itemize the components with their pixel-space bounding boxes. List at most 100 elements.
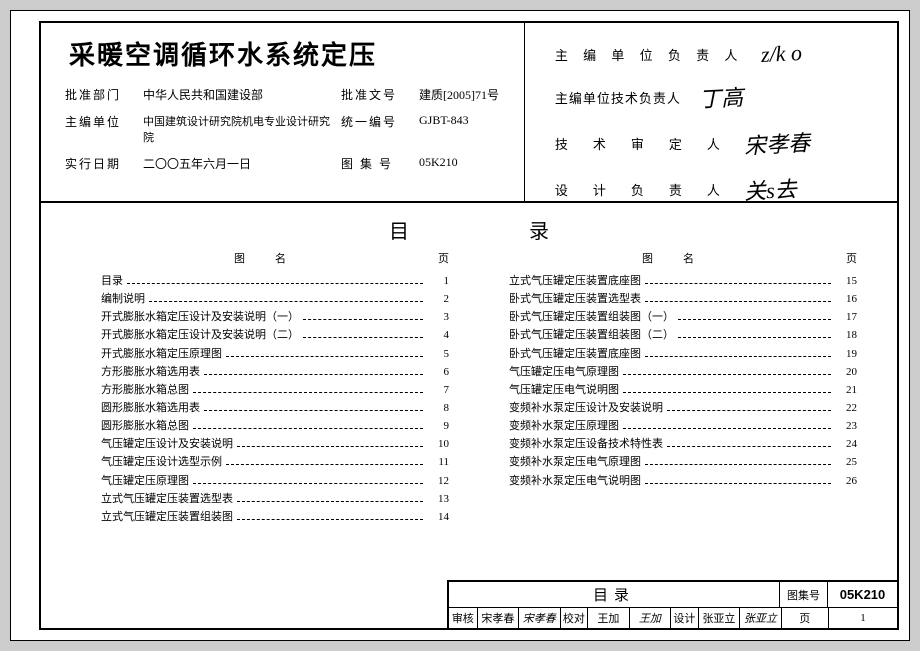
toc-leader-dots — [127, 283, 423, 284]
meta-label: 批准文号 — [341, 86, 411, 103]
meta-label: 实行日期 — [65, 155, 135, 172]
toc-column-right: 图名 页 立式气压罐定压装置底座图15卧式气压罐定压装置选型表16卧式气压罐定压… — [509, 250, 857, 526]
toc-row: 变频补水泵定压设备技术特性表24 — [509, 435, 857, 453]
toc-row: 变频补水泵定压设计及安装说明 22 — [509, 399, 857, 417]
toc-entry-name: 编制说明 — [101, 290, 145, 308]
toc-entry-page: 13 — [427, 490, 449, 508]
meta-label: 批准部门 — [65, 86, 135, 103]
set-number-value: 05K210 — [827, 582, 897, 607]
toc-leader-dots — [193, 483, 423, 484]
checker-sign: 王加 — [629, 608, 670, 628]
toc-row: 立式气压罐定压装置底座图15 — [509, 272, 857, 290]
toc-entry-name: 气压罐定压电气说明图 — [509, 381, 619, 399]
toc-leader-dots — [303, 337, 423, 338]
toc-entry-name: 方形膨胀水箱选用表 — [101, 363, 200, 381]
toc-row: 变频补水泵定压电气说明图26 — [509, 472, 857, 490]
toc-leader-dots — [623, 374, 831, 375]
toc-heading: 目录 — [41, 215, 897, 244]
meta-value: GJBT-843 — [419, 113, 500, 145]
toc-row: 变频补水泵定压原理图23 — [509, 417, 857, 435]
toc-entry-page: 17 — [835, 308, 857, 326]
toc-row: 卧式气压罐定压装置底座图19 — [509, 345, 857, 363]
designer-label: 设计 — [670, 608, 698, 628]
signature-label: 技 术 审 定 人 — [555, 134, 726, 153]
toc-leader-dots — [193, 428, 423, 429]
toc-leader-dots — [645, 464, 831, 465]
toc-row: 卧式气压罐定压装置组装图（二） 18 — [509, 326, 857, 344]
toc-leader-dots — [204, 374, 423, 375]
col-head-page: 页 — [419, 250, 449, 266]
toc-entry-name: 开式膨胀水箱定压原理图 — [101, 345, 222, 363]
toc-leader-dots — [226, 356, 423, 357]
drawing-sheet: 采暖空调循环水系统定压 批准部门 中华人民共和国建设部 批准文号 建质[2005… — [10, 10, 910, 641]
toc-entry-name: 目录 — [101, 272, 123, 290]
title-block-row2: 审核 宋孝春 宋孝春 校对 王加 王加 设计 张亚立 张亚立 页 1 — [449, 608, 897, 628]
signature-label: 主编单位技术负责人 — [555, 88, 681, 107]
toc-entry-page: 21 — [835, 381, 857, 399]
toc-row: 圆形膨胀水箱选用表8 — [101, 399, 449, 417]
toc-entry-page: 14 — [427, 508, 449, 526]
toc-leader-dots — [645, 301, 831, 302]
signature-row: 主 编 单 位 负 责 人 z/k o — [555, 41, 877, 67]
toc-entry-name: 变频补水泵定压设备技术特性表 — [509, 435, 663, 453]
toc-row: 编制说明2 — [101, 290, 449, 308]
toc-leader-dots — [623, 428, 831, 429]
toc-leader-dots — [623, 392, 831, 393]
toc-entry-page: 3 — [427, 308, 449, 326]
toc-entry-name: 卧式气压罐定压装置组装图（二） — [509, 326, 674, 344]
toc-row: 方形膨胀水箱总图 7 — [101, 381, 449, 399]
checker-name: 王加 — [587, 608, 628, 628]
toc-entry-name: 卧式气压罐定压装置底座图 — [509, 345, 641, 363]
reviewer-label: 审核 — [449, 608, 477, 628]
toc-entry-page: 7 — [427, 381, 449, 399]
col-head-name: 图名 — [509, 250, 827, 266]
meta-label: 统一编号 — [341, 113, 411, 145]
designer-sign: 张亚立 — [739, 608, 780, 628]
designer-name: 张亚立 — [698, 608, 739, 628]
signature-value: 关s去 — [743, 172, 797, 207]
toc-row: 方形膨胀水箱选用表 6 — [101, 363, 449, 381]
toc-row: 立式气压罐定压装置选型表13 — [101, 490, 449, 508]
toc-leader-dots — [645, 483, 831, 484]
reviewer-sign: 宋孝春 — [518, 608, 559, 628]
toc-leader-dots — [645, 283, 831, 284]
toc-entry-page: 18 — [835, 326, 857, 344]
toc-row: 气压罐定压电气说明图 21 — [509, 381, 857, 399]
toc-entry-name: 气压罐定压设计及安装说明 — [101, 435, 233, 453]
toc-entry-page: 22 — [835, 399, 857, 417]
toc-entry-page: 16 — [835, 290, 857, 308]
footer-title: 目录 — [449, 582, 779, 607]
inner-frame: 采暖空调循环水系统定压 批准部门 中华人民共和国建设部 批准文号 建质[2005… — [39, 21, 899, 630]
toc-leader-dots — [204, 410, 423, 411]
toc-entry-page: 1 — [427, 272, 449, 290]
meta-value: 中华人民共和国建设部 — [143, 86, 333, 103]
col-head-name: 图名 — [101, 250, 419, 266]
header-block: 采暖空调循环水系统定压 批准部门 中华人民共和国建设部 批准文号 建质[2005… — [41, 23, 897, 203]
toc-entry-page: 23 — [835, 417, 857, 435]
page-value: 1 — [828, 608, 897, 628]
toc-entry-name: 立式气压罐定压装置底座图 — [509, 272, 641, 290]
toc-row: 开式膨胀水箱定压原理图 5 — [101, 345, 449, 363]
toc-entry-name: 方形膨胀水箱总图 — [101, 381, 189, 399]
toc-leader-dots — [678, 337, 831, 338]
toc-leader-dots — [193, 392, 423, 393]
title-block-row1: 目录 图集号 05K210 — [449, 582, 897, 608]
toc-entry-page: 6 — [427, 363, 449, 381]
toc-row: 变频补水泵定压电气原理图25 — [509, 453, 857, 471]
toc-leader-dots — [303, 319, 423, 320]
signature-row: 设 计 负 责 人 关s去 — [555, 173, 877, 205]
toc-entry-page: 26 — [835, 472, 857, 490]
toc-entry-page: 20 — [835, 363, 857, 381]
toc-entry-name: 变频补水泵定压设计及安装说明 — [509, 399, 663, 417]
set-number-label: 图集号 — [779, 582, 827, 607]
meta-label: 主编单位 — [65, 113, 135, 145]
meta-value: 二〇〇五年六月一日 — [143, 155, 333, 172]
toc-entry-name: 气压罐定压设计选型示例 — [101, 453, 222, 471]
toc-entry-name: 卧式气压罐定压装置组装图（一） — [509, 308, 674, 326]
toc-row: 圆形膨胀水箱总图9 — [101, 417, 449, 435]
signature-value: z/k o — [761, 40, 803, 68]
meta-value: 建质[2005]71号 — [419, 86, 500, 103]
toc-entry-name: 变频补水泵定压电气原理图 — [509, 453, 641, 471]
toc-entry-page: 5 — [427, 345, 449, 363]
toc-leader-dots — [667, 410, 831, 411]
